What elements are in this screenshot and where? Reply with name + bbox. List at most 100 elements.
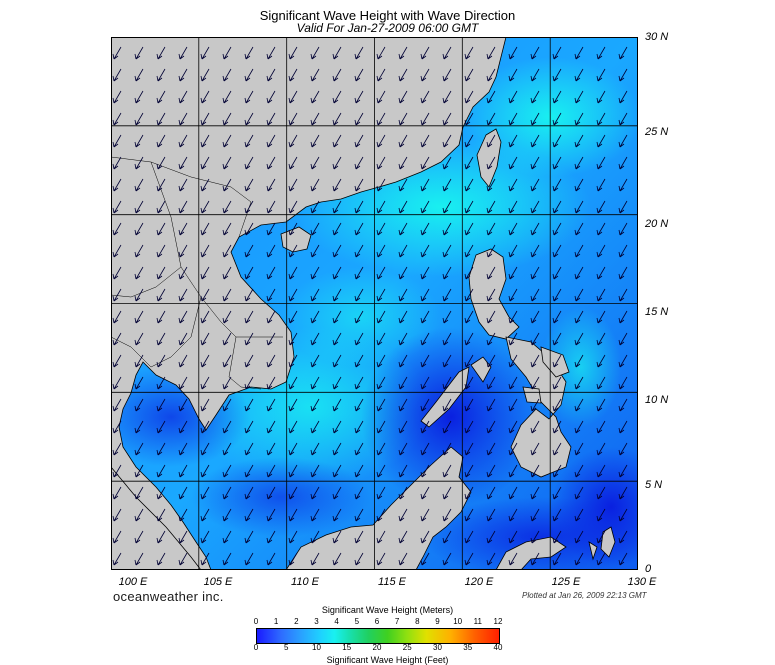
wave-arrow bbox=[266, 442, 276, 456]
wave-arrow bbox=[464, 486, 474, 500]
wave-arrow bbox=[244, 200, 254, 214]
wave-arrow bbox=[222, 332, 232, 346]
wave-arrow bbox=[332, 442, 342, 456]
wave-arrow bbox=[398, 156, 408, 170]
wave-arrow bbox=[398, 134, 408, 148]
wave-arrow bbox=[244, 442, 254, 456]
wave-arrow bbox=[354, 332, 364, 346]
wave-arrow bbox=[354, 464, 364, 478]
wave-arrow bbox=[332, 332, 342, 346]
wave-arrow bbox=[574, 486, 584, 500]
wave-arrow bbox=[200, 310, 210, 324]
wave-arrow bbox=[530, 508, 540, 522]
colorbar-tick-meters: 3 bbox=[314, 617, 319, 626]
wave-arrow bbox=[266, 90, 276, 104]
wave-arrow bbox=[596, 530, 606, 544]
wave-arrow bbox=[244, 486, 254, 500]
wave-arrow bbox=[112, 244, 122, 258]
wave-arrow bbox=[112, 68, 122, 82]
wave-arrow bbox=[618, 266, 628, 280]
land-asia-mainland bbox=[111, 37, 507, 570]
wave-arrow bbox=[310, 398, 320, 412]
wave-arrow bbox=[596, 354, 606, 368]
wave-arrow bbox=[156, 222, 166, 236]
wave-arrow bbox=[398, 288, 408, 302]
wave-arrow bbox=[310, 376, 320, 390]
wave-arrow bbox=[310, 464, 320, 478]
wave-arrow bbox=[156, 530, 166, 544]
wave-arrow bbox=[486, 398, 496, 412]
wave-arrow bbox=[398, 310, 408, 324]
wave-arrow bbox=[200, 46, 210, 60]
wave-arrow bbox=[530, 90, 540, 104]
wave-arrow bbox=[112, 288, 122, 302]
wave-arrow bbox=[112, 310, 122, 324]
wave-arrow bbox=[596, 266, 606, 280]
wave-arrow bbox=[398, 486, 408, 500]
wave-arrow bbox=[464, 288, 474, 302]
wave-arrow bbox=[354, 68, 364, 82]
wave-arrow bbox=[134, 332, 144, 346]
wave-arrow bbox=[596, 486, 606, 500]
wave-arrow bbox=[354, 90, 364, 104]
wave-arrow bbox=[354, 178, 364, 192]
wave-arrow bbox=[442, 222, 452, 236]
wave-arrow bbox=[244, 178, 254, 192]
wave-arrow bbox=[596, 508, 606, 522]
wave-arrow bbox=[222, 398, 232, 412]
wave-arrow bbox=[618, 112, 628, 126]
wave-arrow bbox=[266, 508, 276, 522]
wave-arrow bbox=[112, 46, 122, 60]
wave-arrow bbox=[574, 442, 584, 456]
colorbar-tick-meters: 5 bbox=[354, 617, 360, 626]
wave-arrow bbox=[156, 332, 166, 346]
wave-arrow bbox=[552, 464, 562, 478]
wave-arrow bbox=[508, 442, 518, 456]
wave-arrow bbox=[376, 90, 386, 104]
wave-arrow bbox=[420, 310, 430, 324]
wave-arrow bbox=[332, 178, 342, 192]
wave-arrow bbox=[618, 178, 628, 192]
wave-arrow bbox=[618, 354, 628, 368]
wave-arrow bbox=[530, 200, 540, 214]
wave-arrow bbox=[134, 376, 144, 390]
wave-arrow bbox=[508, 156, 518, 170]
wave-arrow bbox=[134, 156, 144, 170]
wave-arrow bbox=[200, 464, 210, 478]
wave-arrow bbox=[530, 552, 540, 566]
wave-arrow bbox=[244, 530, 254, 544]
wave-arrow bbox=[508, 222, 518, 236]
wave-arrow bbox=[530, 530, 540, 544]
wave-arrow bbox=[464, 310, 474, 324]
wave-arrow bbox=[200, 376, 210, 390]
wave-arrow bbox=[618, 310, 628, 324]
wave-arrow bbox=[156, 112, 166, 126]
wave-arrow bbox=[376, 266, 386, 280]
wave-arrow bbox=[332, 354, 342, 368]
wave-arrow bbox=[376, 200, 386, 214]
wave-arrow bbox=[552, 200, 562, 214]
wave-arrow bbox=[486, 310, 496, 324]
wave-arrow bbox=[574, 222, 584, 236]
wave-arrow bbox=[508, 354, 518, 368]
wave-arrow bbox=[552, 486, 562, 500]
wave-arrow bbox=[486, 420, 496, 434]
wave-arrow bbox=[266, 222, 276, 236]
wave-arrow bbox=[596, 178, 606, 192]
wave-arrow bbox=[112, 112, 122, 126]
wave-arrow bbox=[178, 552, 188, 566]
wave-arrow bbox=[288, 442, 298, 456]
wave-arrow bbox=[354, 354, 364, 368]
wave-arrow bbox=[244, 156, 254, 170]
wave-arrow bbox=[618, 46, 628, 60]
wave-arrow bbox=[112, 464, 122, 478]
wave-arrow bbox=[464, 508, 474, 522]
wave-arrow bbox=[530, 464, 540, 478]
wave-arrow bbox=[552, 288, 562, 302]
wave-arrow bbox=[266, 332, 276, 346]
wave-arrow bbox=[156, 420, 166, 434]
wave-arrow bbox=[596, 156, 606, 170]
wave-arrow bbox=[552, 68, 562, 82]
wave-arrow bbox=[530, 288, 540, 302]
wave-arrow bbox=[222, 134, 232, 148]
